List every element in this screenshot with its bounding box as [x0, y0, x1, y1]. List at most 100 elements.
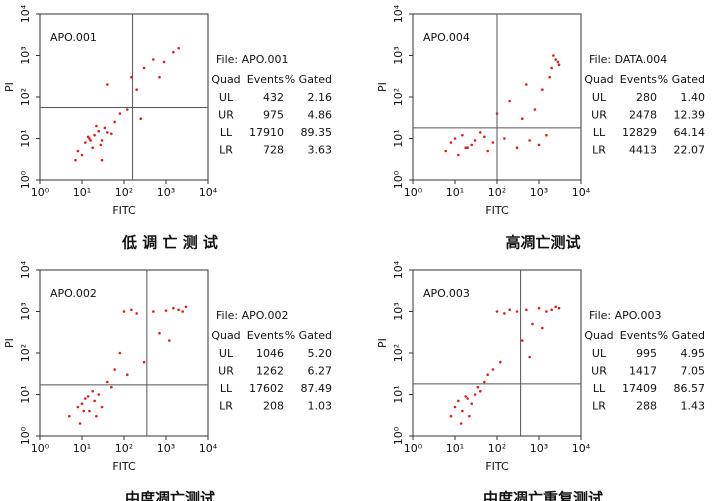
- event-dot: [525, 308, 528, 312]
- event-dot: [486, 373, 489, 376]
- event-dot: [545, 310, 548, 313]
- y-tick-label: 10⁴: [392, 260, 405, 279]
- event-dot: [491, 141, 495, 144]
- table-cell: 89.35: [301, 126, 333, 139]
- event-dot: [557, 63, 561, 67]
- plot-label: APO.004: [423, 31, 470, 44]
- table-header: Quad: [211, 73, 240, 86]
- event-dot: [459, 422, 463, 425]
- event-dot: [84, 141, 87, 144]
- event-dot: [93, 133, 96, 137]
- table-cell: 6.27: [308, 365, 333, 378]
- y-tick-label: 10²: [19, 88, 32, 106]
- x-tick-label: 10³: [157, 442, 175, 455]
- event-dot: [88, 409, 91, 413]
- event-dot: [508, 308, 511, 312]
- event-dot: [100, 158, 104, 162]
- event-dot: [537, 143, 541, 147]
- table-cell: 2478: [629, 109, 657, 122]
- event-dot: [105, 380, 109, 384]
- event-dot: [82, 409, 86, 413]
- event-dot: [503, 137, 506, 140]
- x-tick-label: 10¹: [446, 442, 464, 455]
- x-tick-label: 10⁴: [572, 442, 591, 455]
- event-dot: [177, 46, 180, 50]
- event-dot: [478, 131, 482, 134]
- table-cell: 4413: [629, 144, 657, 157]
- event-dot: [142, 66, 146, 70]
- event-dot: [97, 393, 101, 396]
- event-dot: [520, 339, 524, 342]
- table-cell: 1.43: [681, 400, 706, 413]
- x-axis-label: FITC: [485, 460, 509, 473]
- x-tick-label: 10³: [530, 186, 548, 199]
- event-dot: [164, 309, 168, 312]
- event-dot: [466, 397, 469, 400]
- table-cell: 3.63: [308, 144, 333, 157]
- event-dot: [122, 310, 126, 313]
- table-cell: 12829: [622, 126, 657, 139]
- event-dot: [86, 135, 90, 139]
- event-dot: [499, 360, 502, 364]
- event-dot: [541, 88, 544, 91]
- table-cell: 1262: [256, 365, 284, 378]
- y-tick-label: 10⁴: [19, 260, 32, 279]
- event-dot: [110, 132, 113, 136]
- x-tick-label: 10³: [530, 442, 548, 455]
- caption: 高凋亡测试: [505, 234, 580, 252]
- plot-label: APO.002: [50, 287, 97, 300]
- event-dot: [461, 133, 464, 137]
- y-tick-label: 10⁰: [19, 170, 32, 189]
- table-header: Events: [247, 73, 285, 86]
- table-cell: UR: [591, 109, 607, 122]
- table-cell: LL: [220, 126, 233, 139]
- table-header: % Gated: [285, 329, 332, 342]
- event-dot: [541, 326, 544, 330]
- event-dot: [552, 54, 555, 57]
- table-cell: LL: [220, 382, 233, 395]
- table-header: Events: [620, 73, 658, 86]
- event-dot: [515, 146, 519, 150]
- event-dot: [68, 414, 71, 418]
- event-dot: [100, 139, 104, 142]
- table-cell: UR: [218, 109, 234, 122]
- y-tick-label: 10⁰: [392, 170, 405, 189]
- event-dot: [515, 310, 519, 313]
- event-dot: [545, 133, 548, 137]
- x-tick-label: 10²: [115, 442, 133, 455]
- event-dot: [525, 83, 528, 86]
- event-dot: [457, 399, 460, 403]
- y-tick-label: 10³: [392, 302, 405, 320]
- event-dot: [453, 137, 457, 140]
- event-dot: [473, 393, 477, 396]
- table-cell: LR: [592, 400, 606, 413]
- event-dot: [76, 149, 80, 153]
- event-dot: [531, 322, 534, 326]
- event-dot: [93, 399, 96, 403]
- table-cell: 4.86: [308, 109, 333, 122]
- x-tick-label: 10⁰: [404, 442, 423, 455]
- x-tick-label: 10²: [488, 442, 506, 455]
- y-tick-label: 10⁴: [392, 4, 405, 23]
- event-dot: [548, 75, 552, 79]
- event-dot: [152, 310, 155, 313]
- x-tick-label: 10²: [115, 186, 133, 199]
- event-dot: [478, 389, 482, 393]
- event-dot: [130, 75, 133, 79]
- table-header: Quad: [584, 329, 613, 342]
- table-cell: 280: [636, 91, 657, 104]
- y-tick-label: 10¹: [19, 385, 32, 403]
- event-dot: [453, 405, 457, 409]
- event-dot: [444, 149, 447, 153]
- event-dot: [537, 306, 541, 310]
- event-dot: [80, 402, 84, 406]
- event-dot: [105, 83, 109, 86]
- y-tick-label: 10⁰: [19, 426, 32, 445]
- event-dot: [78, 422, 82, 425]
- event-dot: [74, 158, 77, 162]
- table-header: Quad: [584, 73, 613, 86]
- event-dot: [464, 395, 468, 398]
- event-dot: [457, 153, 460, 157]
- y-tick-label: 10²: [392, 88, 405, 106]
